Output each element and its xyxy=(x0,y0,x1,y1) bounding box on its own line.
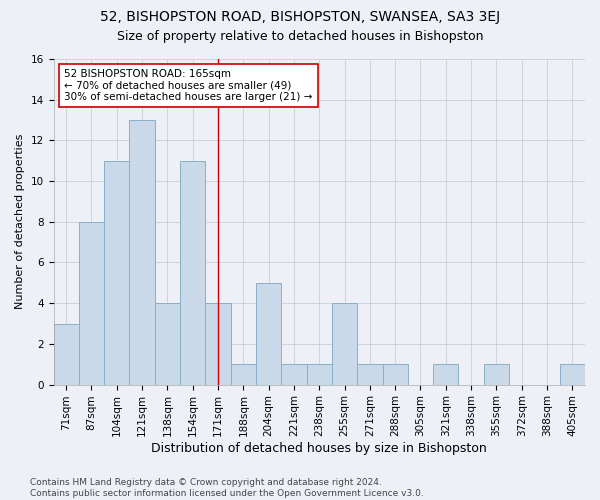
Bar xyxy=(332,303,357,384)
Bar xyxy=(307,364,332,384)
Bar xyxy=(205,303,230,384)
Bar xyxy=(79,222,104,384)
Bar xyxy=(484,364,509,384)
Text: 52, BISHOPSTON ROAD, BISHOPSTON, SWANSEA, SA3 3EJ: 52, BISHOPSTON ROAD, BISHOPSTON, SWANSEA… xyxy=(100,10,500,24)
Bar xyxy=(256,283,281,384)
Bar xyxy=(53,324,79,384)
Bar xyxy=(560,364,585,384)
Text: Contains HM Land Registry data © Crown copyright and database right 2024.
Contai: Contains HM Land Registry data © Crown c… xyxy=(30,478,424,498)
Bar xyxy=(104,160,130,384)
Bar xyxy=(155,303,180,384)
Bar xyxy=(357,364,383,384)
Bar xyxy=(180,160,205,384)
X-axis label: Distribution of detached houses by size in Bishopston: Distribution of detached houses by size … xyxy=(151,442,487,455)
Text: 52 BISHOPSTON ROAD: 165sqm
← 70% of detached houses are smaller (49)
30% of semi: 52 BISHOPSTON ROAD: 165sqm ← 70% of deta… xyxy=(64,69,313,102)
Bar xyxy=(383,364,408,384)
Y-axis label: Number of detached properties: Number of detached properties xyxy=(15,134,25,310)
Bar xyxy=(230,364,256,384)
Bar xyxy=(130,120,155,384)
Bar xyxy=(433,364,458,384)
Text: Size of property relative to detached houses in Bishopston: Size of property relative to detached ho… xyxy=(117,30,483,43)
Bar xyxy=(281,364,307,384)
